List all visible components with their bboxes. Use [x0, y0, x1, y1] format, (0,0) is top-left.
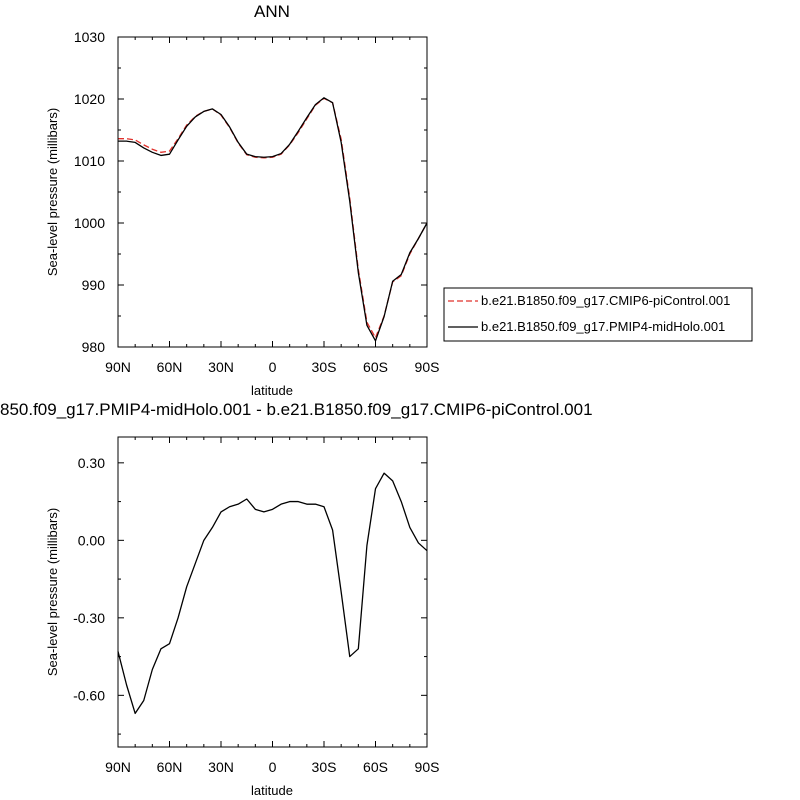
top-x-tick-label: 30S: [312, 359, 337, 375]
top-series-line-0: [118, 97, 428, 339]
top-x-axis-title: latitude: [251, 383, 293, 398]
top-y-tick-label: 1020: [74, 91, 105, 107]
bottom-x-tick-label: 90N: [105, 759, 131, 775]
legend-label-midholo: b.e21.B1850.f09_g17.PMIP4-midHolo.001: [481, 319, 725, 334]
bottom-x-tick-label: 30N: [208, 759, 234, 775]
top-x-tick-label: 90S: [415, 359, 440, 375]
legend-box: [443, 287, 753, 342]
bottom-x-tick-label: 0: [269, 759, 277, 775]
top-x-tick-label: 30N: [208, 359, 234, 375]
bottom-x-tick-label: 60N: [157, 759, 183, 775]
bottom-x-tick-label: 90S: [415, 759, 440, 775]
top-y-tick-label: 1030: [74, 29, 105, 45]
top-series-line-1: [118, 97, 428, 342]
bottom-y-axis-title: Sea-level pressure (millibars): [45, 508, 60, 676]
bottom-y-tick-label: -0.60: [73, 687, 105, 703]
bottom-axis-ticks: 90N 60N 30N 0 30S 60S 90S -0.60 -0.30 0.00 0.30: [73, 437, 439, 775]
bottom-panel: 850.f09_g17.PMIP4-midHolo.001 - b.e21.B1…: [0, 400, 593, 798]
bottom-y-tick-label: 0.30: [78, 455, 105, 471]
top-y-axis-title: Sea-level pressure (millibars): [45, 108, 60, 276]
bottom-plot-title: 850.f09_g17.PMIP4-midHolo.001 - b.e21.B1…: [0, 400, 593, 419]
bottom-x-tick-label: 60S: [363, 759, 388, 775]
top-y-tick-label: 1010: [74, 153, 105, 169]
bottom-series-line-0: [117, 472, 428, 715]
top-x-tick-label: 60N: [157, 359, 183, 375]
legend-label-picontrol: b.e21.B1850.f09_g17.CMIP6-piControl.001: [481, 293, 730, 308]
top-x-tick-label: 0: [269, 359, 277, 375]
legend: b.e21.B1850.f09_g17.CMIP6-piControl.001 …: [443, 287, 753, 342]
top-y-tick-label: 1000: [74, 215, 105, 231]
bottom-y-tick-label: -0.30: [73, 610, 105, 626]
bottom-x-tick-label: 30S: [312, 759, 337, 775]
top-axis-ticks: 90N 60N 30N 0 30S 60S 90S 980 990 1000 1010 1020 103…: [74, 29, 440, 375]
top-series-lines: [118, 97, 428, 342]
bottom-x-axis-title: latitude: [251, 783, 293, 798]
top-x-tick-label: 60S: [363, 359, 388, 375]
bottom-plot-frame: [117, 436, 428, 748]
top-y-tick-label: 980: [82, 339, 106, 355]
top-x-tick-label: 90N: [105, 359, 131, 375]
top-panel: ANN 90N 60N 30N 0 30S 60S 90S 980 990 1000 1010 102…: [45, 2, 439, 398]
bottom-y-tick-label: 0.00: [78, 532, 105, 548]
top-plot-frame: [117, 36, 428, 348]
bottom-series-lines: [117, 472, 428, 715]
top-y-tick-label: 990: [82, 277, 106, 293]
top-plot-title: ANN: [254, 2, 290, 21]
